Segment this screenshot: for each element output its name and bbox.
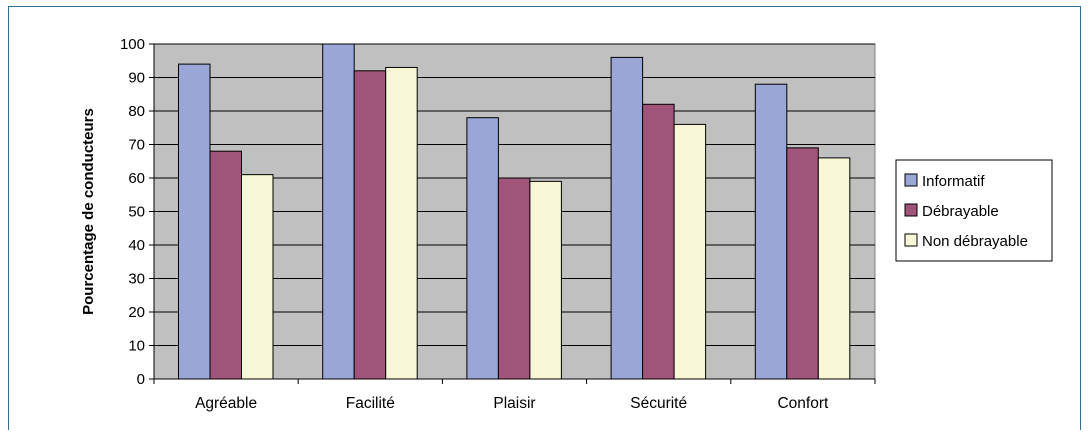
bar-débrayable-4 <box>786 147 819 380</box>
bar-non-débrayable-4 <box>817 157 851 380</box>
legend-swatch <box>904 233 918 247</box>
bar-informatif-2 <box>466 117 499 380</box>
y-tick-label: 60 <box>128 170 145 187</box>
legend-swatch <box>904 203 918 217</box>
legend-label: Non débrayable <box>922 233 1028 250</box>
legend-label: Débrayable <box>922 203 999 220</box>
bar-non-débrayable-3 <box>673 123 707 380</box>
bar-informatif-0 <box>178 63 211 380</box>
legend-box <box>895 159 1053 262</box>
bar-débrayable-1 <box>353 70 387 380</box>
y-tick-label: 10 <box>128 338 145 355</box>
bar-non-débrayable-2 <box>529 180 562 380</box>
x-tick-label: Confort <box>777 395 829 412</box>
y-tick-label: 100 <box>120 36 145 53</box>
bar-non-débrayable-0 <box>241 174 274 380</box>
legend-swatch <box>904 173 918 187</box>
axes <box>149 43 876 384</box>
x-tick-label: Sécurité <box>630 395 687 412</box>
x-tick-label: Facilité <box>346 395 395 412</box>
bar-débrayable-2 <box>497 177 531 380</box>
x-tick-labels: Agréable Facilité Plaisir Sécurité Confort <box>195 395 829 412</box>
legend-label: Informatif <box>922 173 985 190</box>
bar-débrayable-0 <box>209 150 242 380</box>
bar-chart: 0 10 20 30 40 50 60 70 80 90 100 Agréable Facilité P… <box>80 36 1053 412</box>
y-tick-labels: 0 10 20 30 40 50 60 70 80 90 100 <box>120 36 145 388</box>
bar-non-débrayable-1 <box>385 66 418 380</box>
y-tick-label: 90 <box>128 70 145 87</box>
bar-informatif-1 <box>322 43 355 380</box>
x-tick-label: Agréable <box>195 395 257 412</box>
y-tick-label: 40 <box>128 237 145 254</box>
bar-informatif-4 <box>754 83 788 380</box>
legend: Informatif Débrayable Non débrayable <box>895 159 1053 262</box>
bar-informatif-3 <box>610 56 644 380</box>
y-tick-label: 0 <box>137 371 145 388</box>
x-tick-label: Plaisir <box>493 395 535 412</box>
y-tick-label: 20 <box>128 304 145 321</box>
y-tick-label: 30 <box>128 271 145 288</box>
y-axis-label: Pourcentage de conducteurs <box>80 108 97 315</box>
y-tick-label: 50 <box>128 204 145 221</box>
figure-frame: 0 10 20 30 40 50 60 70 80 90 100 Agréable Facilité P… <box>8 6 1081 430</box>
y-tick-label: 80 <box>128 103 145 120</box>
bar-débrayable-3 <box>642 103 675 380</box>
y-tick-label: 70 <box>128 137 145 154</box>
